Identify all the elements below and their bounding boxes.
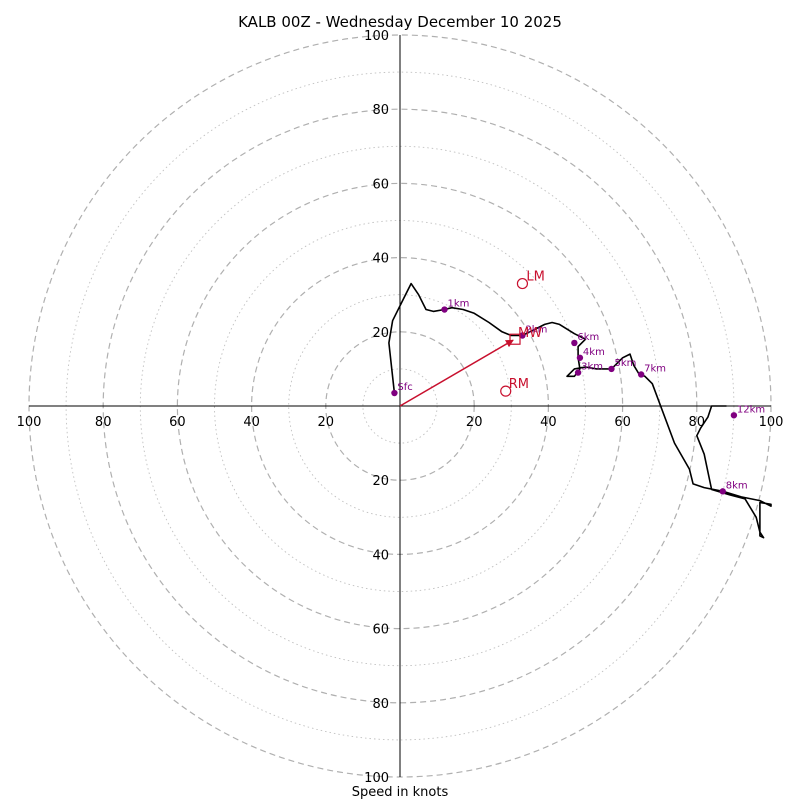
x-tick-label: 40 — [540, 415, 557, 430]
height-markers: Sfc 1km 2km 3km 4km 5km 6km 7km 8km 12km — [391, 299, 765, 495]
height-marker: 4km — [576, 347, 605, 361]
right-mover-marker — [500, 385, 512, 397]
height-marker-label: 12km — [737, 404, 765, 415]
x-tick-label: 60 — [614, 415, 631, 430]
x-tick-label: 20 — [318, 415, 335, 430]
y-tick-label: 80 — [372, 697, 389, 712]
height-marker: 3km — [574, 362, 603, 376]
x-tick-label: 60 — [169, 415, 186, 430]
y-tick-label: 40 — [372, 548, 389, 563]
left-mover-label: LM — [526, 270, 544, 285]
height-marker-dot — [574, 369, 582, 376]
height-marker-label: 4km — [583, 347, 605, 358]
height-marker: Sfc — [391, 382, 413, 397]
y-tick-label: 60 — [372, 623, 389, 638]
y-tick-label: 100 — [364, 29, 389, 44]
height-marker-dot — [571, 339, 578, 347]
height-marker-label: 7km — [644, 363, 666, 374]
right-mover-label: RM — [509, 377, 529, 392]
height-marker: 1km — [441, 299, 469, 313]
mean-wind-marker — [509, 333, 521, 345]
height-marker-label: 2km — [525, 325, 547, 336]
height-marker: 6km — [571, 332, 599, 347]
tick-labels: 20 40 60 80 100 100 80 60 40 20 20 40 60 80 100 20 40 60 8… — [17, 29, 784, 786]
height-marker-label: 8km — [726, 480, 748, 491]
height-marker: 12km — [730, 404, 765, 419]
height-marker: 5km — [608, 358, 636, 373]
hodograph-line — [388, 282, 772, 539]
height-marker-dot — [441, 306, 448, 313]
height-marker-label: 5km — [614, 358, 636, 369]
height-marker-dot — [576, 354, 584, 361]
x-tick-label: 100 — [17, 415, 42, 430]
mean-wind-vector — [399, 339, 514, 407]
x-tick-label: 100 — [759, 415, 784, 430]
x-tick-label: 80 — [95, 415, 112, 430]
height-marker-dot — [608, 365, 615, 373]
height-marker-dot — [391, 389, 398, 397]
storm-motion-markers: MW LM RM — [399, 270, 545, 407]
height-marker-label: 1km — [448, 299, 470, 310]
hodograph-trace — [388, 282, 772, 539]
y-tick-label: 40 — [372, 252, 389, 267]
y-tick-label: 20 — [372, 474, 389, 489]
y-tick-label: 80 — [372, 103, 389, 118]
height-marker: 7km — [637, 363, 666, 378]
y-tick-label: 20 — [372, 326, 389, 341]
height-marker-dot — [730, 412, 738, 419]
y-tick-label: 100 — [364, 771, 389, 786]
x-axis-label: Speed in knots — [352, 785, 449, 800]
height-marker-dot — [719, 488, 726, 495]
height-marker-label: Sfc — [397, 382, 412, 393]
x-tick-label: 20 — [466, 415, 483, 430]
left-mover-marker — [516, 277, 529, 290]
height-marker-label: 6km — [577, 332, 599, 343]
y-tick-label: 60 — [372, 177, 389, 192]
x-tick-label: 80 — [689, 415, 706, 430]
height-marker-dot — [637, 371, 645, 378]
height-marker-label: 3km — [581, 362, 603, 373]
x-tick-label: 40 — [243, 415, 260, 430]
height-marker-dot — [519, 332, 526, 339]
height-marker: 2km — [519, 325, 547, 339]
height-marker: 8km — [719, 480, 748, 495]
mean-wind-label: MW — [518, 326, 542, 341]
chart-title: KALB 00Z - Wednesday December 10 2025 — [238, 13, 562, 31]
